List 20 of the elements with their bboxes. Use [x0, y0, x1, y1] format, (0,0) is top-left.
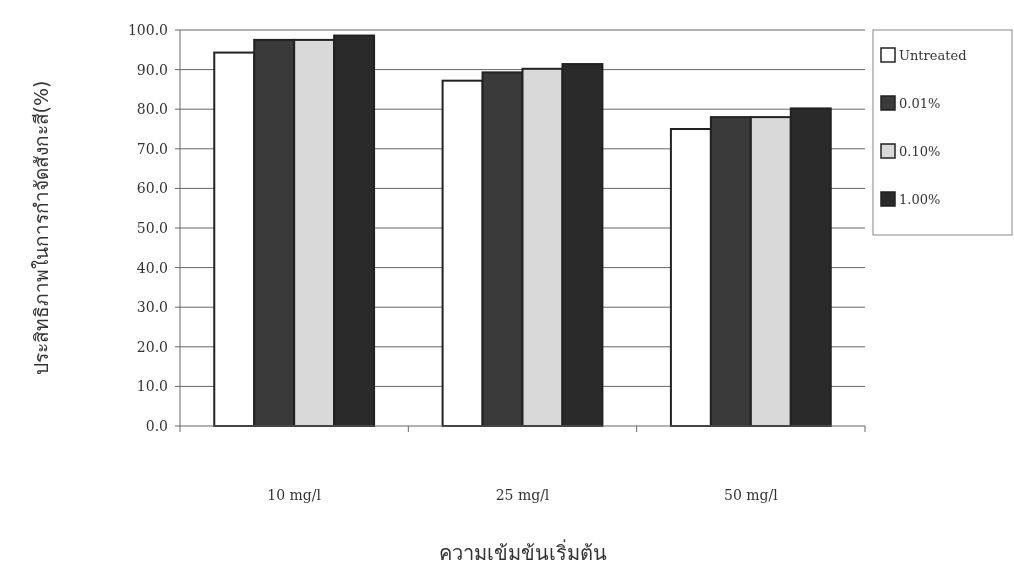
legend-label: Untreated — [899, 48, 967, 63]
x-axis-title: ความเข้มข้นเริ่มต้น — [438, 539, 607, 565]
x-tick-label: 25 mg/l — [495, 487, 550, 503]
y-tick-label: 10.0 — [136, 378, 168, 395]
y-tick-label: 60.0 — [136, 180, 168, 197]
legend-label: 0.01% — [899, 96, 941, 111]
y-tick-label: 30.0 — [136, 299, 168, 316]
y-axis-title: ประสิทธิภาพในการกำจัดสังกะสี(%) — [30, 80, 52, 376]
x-tick-label: 50 mg/l — [723, 487, 779, 503]
y-tick-label: 70.0 — [136, 140, 168, 157]
y-tick-label: 90.0 — [136, 61, 168, 78]
y-tick-label: 20.0 — [136, 338, 168, 355]
y-tick-label: 40.0 — [136, 259, 168, 276]
legend-label: 1.00% — [899, 192, 941, 207]
legend-label: 0.10% — [899, 144, 941, 159]
y-tick-label: 50.0 — [136, 220, 168, 236]
y-tick-label: 0.0 — [145, 418, 168, 434]
y-tick-label: 80.0 — [136, 101, 168, 118]
y-tick-label: 100.0 — [127, 22, 168, 38]
x-tick-label: 10 mg/l — [267, 487, 322, 503]
